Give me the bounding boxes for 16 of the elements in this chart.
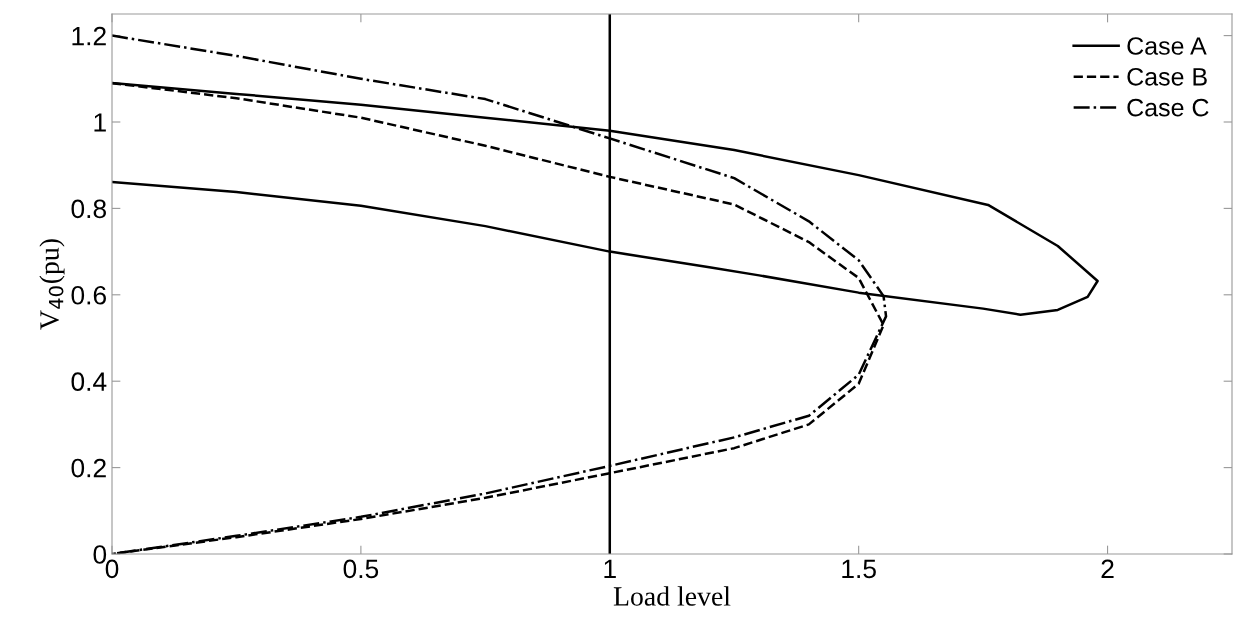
x-tick-label: 1 (604, 559, 616, 578)
x-tick-label: 1.5 (842, 559, 876, 579)
legend-label: Case C (1127, 98, 1209, 117)
y-tick-label: 0.2 (71, 458, 106, 478)
legend-label: Case B (1127, 67, 1207, 86)
x-tick-label: 2 (1101, 559, 1114, 578)
x-axis-title: Load level (613, 586, 731, 606)
legend-label: Case A (1127, 37, 1207, 55)
y-axis-title: V$_{40}$(pu) (39, 239, 65, 330)
y-tick-label: 0.8 (71, 199, 106, 219)
y-tick-label: 0.6 (71, 285, 106, 305)
y-tick-label: 0 (93, 545, 107, 564)
y-tick-label: 0.4 (71, 372, 107, 392)
y-tick-label: 1 (94, 113, 106, 132)
y-tick-label: 1.2 (72, 26, 106, 46)
x-tick-label: 0.5 (343, 559, 379, 579)
